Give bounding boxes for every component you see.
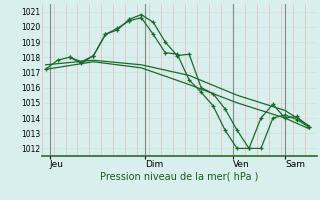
X-axis label: Pression niveau de la mer( hPa ): Pression niveau de la mer( hPa ) (100, 172, 258, 182)
